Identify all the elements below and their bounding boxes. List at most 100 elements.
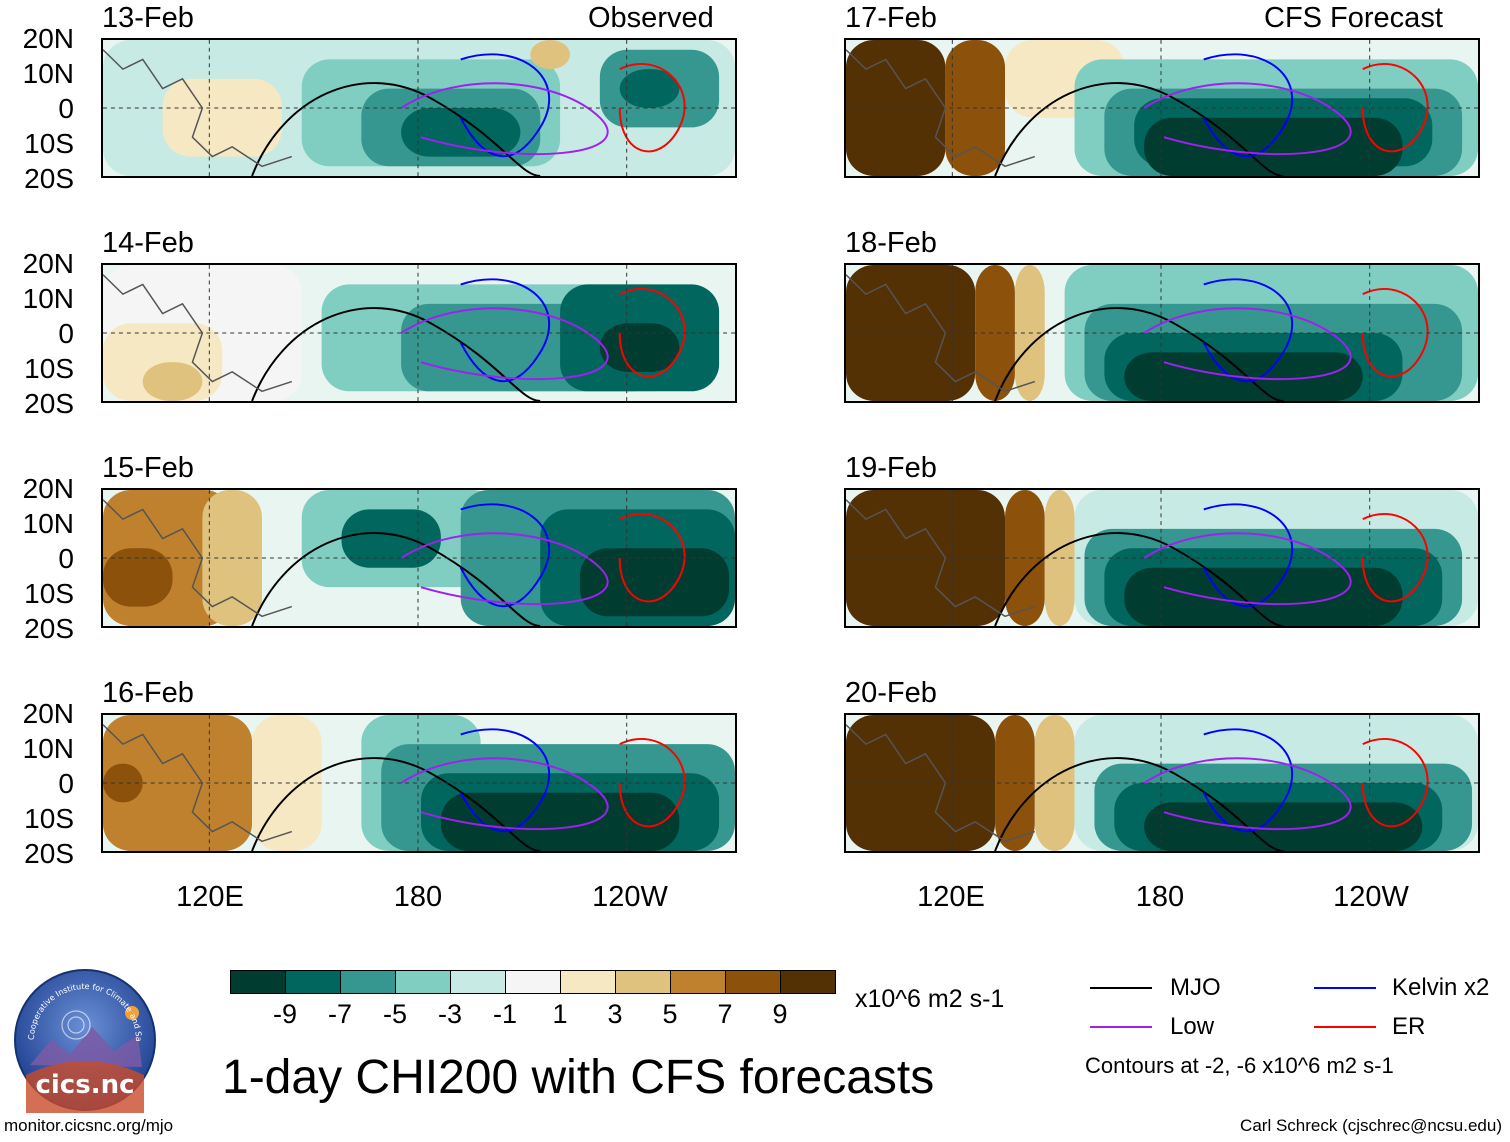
chi200-shading-patch [1044,490,1075,626]
forecast-label: CFS Forecast [1264,2,1443,34]
panel-date-15-feb: 15-Feb [102,452,194,484]
wave-contour [994,532,1284,626]
lat-label: 20N [22,248,74,279]
legend-label-kelvin: Kelvin x2 [1392,974,1490,1001]
colorbar-tick-label: -1 [492,999,517,1029]
legend-line-low [1090,1026,1152,1028]
lon-label-right-180: 180 [1135,881,1185,913]
chi200-shading-patch [1144,117,1403,176]
lat-label: 10S [24,353,74,384]
wave-contour [251,82,541,176]
panel-date-16-feb: 16-Feb [102,677,194,709]
legend-label-mjo: MJO [1170,974,1221,1001]
wave-contour [251,307,541,401]
footer-url: monitor.cicsnc.org/mjo [4,1116,174,1135]
coastline [103,49,293,168]
colorbar-tick-label: 3 [607,999,623,1029]
lat-label: 20S [24,388,74,419]
map-panel-14-feb [101,263,737,403]
chi200-shading-patch [1144,802,1423,851]
figure-title: 1-day CHI200 with CFS forecasts [222,1051,935,1104]
legend-line-kelvin [1314,987,1376,989]
map-panel-15-feb [101,488,737,628]
colorbar-tick-label: 7 [717,999,733,1029]
wave-contour [459,503,551,608]
colorbar-swatch [670,970,726,994]
legend-label-er: ER [1392,1013,1426,1040]
wave-contour [1143,757,1352,831]
lon-label-right-120w: 120W [1333,881,1409,913]
map-panel-16-feb [101,713,737,853]
map-panel-18-feb [844,263,1480,403]
wave-contour [994,82,1284,176]
colorbar-swatch [725,970,781,994]
lat-label: 0 [58,93,74,124]
panel-date-13-feb: 13-Feb [102,2,194,34]
lat-label: 20S [24,613,74,644]
colorbar-swatch [285,970,341,994]
colorbar-tick-label: -3 [437,999,462,1029]
colorbar-swatch [450,970,506,994]
map-panel-17-feb [844,38,1480,178]
panel-date-14-feb: 14-Feb [102,227,194,259]
colorbar-tick-label: 9 [772,999,788,1029]
wave-contour [994,757,1284,851]
wave-contour [618,63,686,153]
coastline [846,274,1036,393]
lat-label: 20N [22,473,74,504]
lat-label: 20S [24,838,74,869]
chi200-shading-patch [599,323,680,372]
wave-contour [618,288,686,378]
wave-contour [1202,503,1294,608]
panel-date-20-feb: 20-Feb [845,677,937,709]
logo-text: cics.nc [35,1070,134,1100]
colorbar-units: x10^6 m2 s-1 [855,985,1005,1013]
lat-label: 20N [22,23,74,54]
colorbar-tick-label: 5 [662,999,678,1029]
lat-label: 10N [22,283,74,314]
lon-label-right-120e: 120E [917,881,985,913]
wave-contour [1202,53,1294,158]
wave-contour [459,278,551,383]
chi200-shading-patch [619,69,680,108]
lat-label: 0 [58,318,74,349]
legend-label-low: Low [1170,1013,1215,1040]
chi200-shading-patch [579,548,730,617]
wave-contour [1361,738,1429,828]
observed-label: Observed [588,2,714,34]
chi200-shading-patch [142,362,203,401]
lat-label: 10N [22,58,74,89]
lon-label-left-180: 180 [393,881,443,913]
footer-credit: Carl Schreck (cjschrec@ncsu.edu) [1240,1116,1502,1135]
legend-line-mjo [1090,987,1152,989]
lat-label: 10N [22,733,74,764]
panel-date-18-feb: 18-Feb [845,227,937,259]
wave-contour [1361,513,1429,603]
chi200-shading-patch [162,78,282,157]
coastline [103,499,293,618]
wave-contour [1143,307,1352,381]
lat-label: 20S [24,163,74,194]
legend-line-er [1314,1026,1376,1028]
map-panel-20-feb [844,713,1480,853]
lat-label: 0 [58,543,74,574]
wave-contour [1361,63,1429,153]
colorbar-swatch [560,970,616,994]
wave-contour [251,532,541,626]
cics-logo: Cooperative Institute for Climate and Sa… [10,960,158,1113]
wave-contour [400,757,609,831]
chi200-shading-patch [341,509,441,568]
lat-label: 10S [24,578,74,609]
map-panel-19-feb [844,488,1480,628]
coastline [103,274,293,393]
wave-contour [459,728,551,833]
chi200-shading-patch [846,490,1005,626]
lon-label-left-120e: 120E [176,881,244,913]
coastline [103,724,293,843]
chi200-shading-patch [103,548,173,607]
colorbar-swatch [340,970,396,994]
chi200-shading-patch [530,40,571,70]
wave-contour [251,757,541,851]
panel-date-17-feb: 17-Feb [845,2,937,34]
wave-contour [618,513,686,603]
